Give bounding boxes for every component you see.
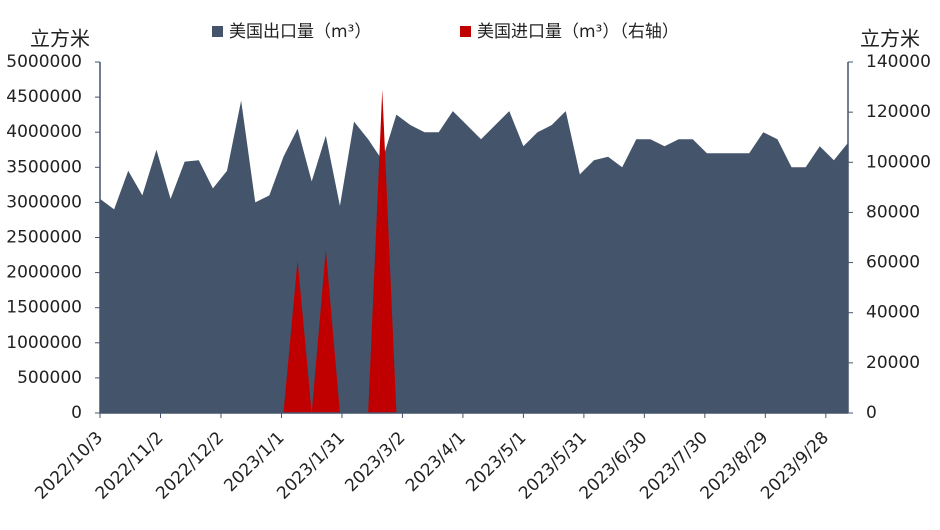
y2-tick-label: 20000	[866, 353, 920, 373]
y2-tick-label: 60000	[866, 253, 920, 273]
y-tick-label: 4000000	[6, 122, 82, 142]
y-tick-label: 0	[71, 403, 82, 423]
y-tick-label: 500000	[17, 368, 82, 388]
y2-tick-label: 120000	[866, 102, 931, 122]
legend-label: 美国进口量（m³）（右轴）	[477, 22, 679, 42]
y-tick-label: 4500000	[6, 87, 82, 107]
y-tick-label: 3500000	[6, 157, 82, 177]
y2-tick-label: 0	[866, 403, 877, 423]
legend-swatch	[460, 26, 471, 37]
y2-tick-label: 140000	[866, 52, 931, 72]
legend-swatch	[212, 26, 223, 37]
y-tick-label: 2500000	[6, 228, 82, 248]
y-tick-label: 5000000	[6, 52, 82, 72]
legend-label: 美国出口量（m³）	[229, 22, 371, 42]
y2-axis-title: 立方米	[860, 27, 920, 51]
y-axis-title: 立方米	[30, 27, 90, 51]
y-tick-label: 2000000	[6, 263, 82, 283]
x-tick-label: 2023/4/1	[402, 428, 470, 496]
area	[100, 100, 848, 414]
y-tick-label: 1000000	[6, 333, 82, 353]
y-tick-label: 3000000	[6, 192, 82, 212]
y-tick-label: 1500000	[6, 298, 82, 318]
y2-tick-label: 80000	[866, 202, 920, 222]
y2-tick-label: 100000	[866, 152, 931, 172]
y2-tick-label: 40000	[866, 303, 920, 323]
x-tick-label: 2023/3/2	[341, 428, 409, 496]
